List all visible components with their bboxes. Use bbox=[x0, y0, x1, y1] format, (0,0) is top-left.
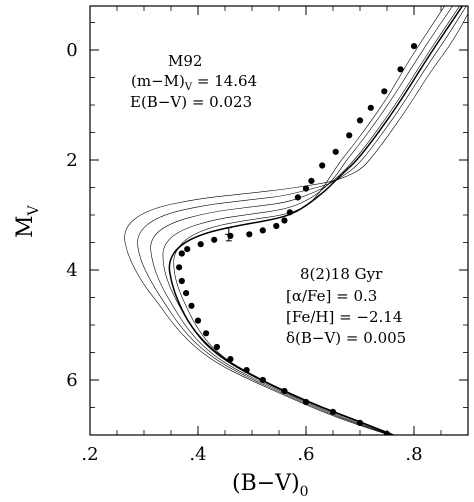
x-tick-label: .8 bbox=[405, 444, 422, 465]
y-axis-label-main: M bbox=[13, 215, 38, 238]
data-point bbox=[176, 264, 183, 271]
isochrone-3 bbox=[150, 6, 461, 435]
data-point bbox=[178, 250, 185, 257]
data-point bbox=[203, 330, 210, 337]
data-point bbox=[302, 185, 310, 192]
plot-frame bbox=[89, 5, 469, 436]
x-tick-label: .2 bbox=[81, 444, 98, 465]
data-point bbox=[197, 241, 204, 248]
data-point bbox=[213, 343, 220, 351]
data-point bbox=[246, 231, 253, 238]
data-point bbox=[211, 236, 218, 243]
best-fit-isochrone bbox=[168, 6, 464, 435]
distance-modulus-label: (m−M) bbox=[131, 72, 185, 90]
fe-h: [Fe/H] = −2.14 bbox=[286, 308, 402, 326]
x-axis-label-main: (B−V) bbox=[232, 471, 300, 496]
data-point bbox=[346, 132, 353, 139]
data-point bbox=[227, 232, 234, 239]
data-point bbox=[308, 177, 315, 184]
isochrone-2 bbox=[162, 6, 454, 435]
data-point bbox=[281, 387, 288, 395]
data-points bbox=[176, 43, 418, 435]
axis-ticks: .2 .4 .6 .8 0 2 4 6 bbox=[66, 6, 468, 465]
isochrone-4 bbox=[137, 6, 467, 435]
alpha-fe: [α/Fe] = 0.3 bbox=[286, 287, 377, 305]
data-point bbox=[227, 356, 234, 363]
data-point bbox=[381, 88, 388, 95]
data-point bbox=[356, 117, 364, 124]
error-bar bbox=[225, 227, 233, 242]
color-shift: δ(B−V) = 0.005 bbox=[286, 329, 406, 347]
data-point bbox=[356, 419, 364, 426]
data-point bbox=[183, 290, 190, 297]
distance-modulus: (m−M)V = 14.64 bbox=[131, 72, 257, 93]
data-point bbox=[259, 376, 266, 384]
data-point bbox=[178, 277, 185, 285]
isochrone-curves bbox=[124, 6, 468, 435]
y-axis-label-subscript: V bbox=[26, 204, 42, 216]
y-tick-label: 2 bbox=[66, 150, 77, 171]
y-tick-label: 0 bbox=[66, 40, 77, 61]
x-tick-label: .6 bbox=[297, 444, 314, 465]
y-tick-label: 6 bbox=[66, 370, 77, 391]
y-tick-label: 4 bbox=[66, 260, 77, 281]
data-point bbox=[184, 246, 191, 253]
data-point bbox=[243, 367, 250, 374]
data-point bbox=[194, 317, 202, 324]
distance-modulus-value: = 14.64 bbox=[192, 72, 257, 90]
x-tick-label: .4 bbox=[189, 444, 206, 465]
reddening: E(B−V) = 0.023 bbox=[130, 93, 252, 111]
data-point bbox=[188, 302, 195, 309]
data-point bbox=[329, 408, 337, 415]
x-axis-label-subscript: 0 bbox=[300, 484, 309, 500]
data-point bbox=[410, 43, 418, 50]
cluster-name: M92 bbox=[168, 52, 202, 70]
isochrone-5 bbox=[124, 12, 468, 435]
data-point bbox=[319, 162, 326, 169]
x-axis-label: (B−V)0 bbox=[232, 471, 309, 500]
data-point bbox=[286, 209, 293, 216]
data-point bbox=[332, 148, 339, 155]
data-point bbox=[302, 398, 310, 406]
data-point bbox=[259, 227, 266, 234]
data-point bbox=[397, 66, 404, 73]
data-point bbox=[367, 104, 374, 111]
distance-modulus-subscript: V bbox=[184, 82, 193, 93]
data-point bbox=[273, 222, 280, 230]
data-point bbox=[294, 194, 301, 201]
isochrone-ages: 8(2)18 Gyr bbox=[300, 265, 383, 283]
y-axis-label: MV bbox=[13, 204, 42, 238]
data-point bbox=[281, 217, 288, 224]
isochrone-1 bbox=[173, 6, 445, 435]
